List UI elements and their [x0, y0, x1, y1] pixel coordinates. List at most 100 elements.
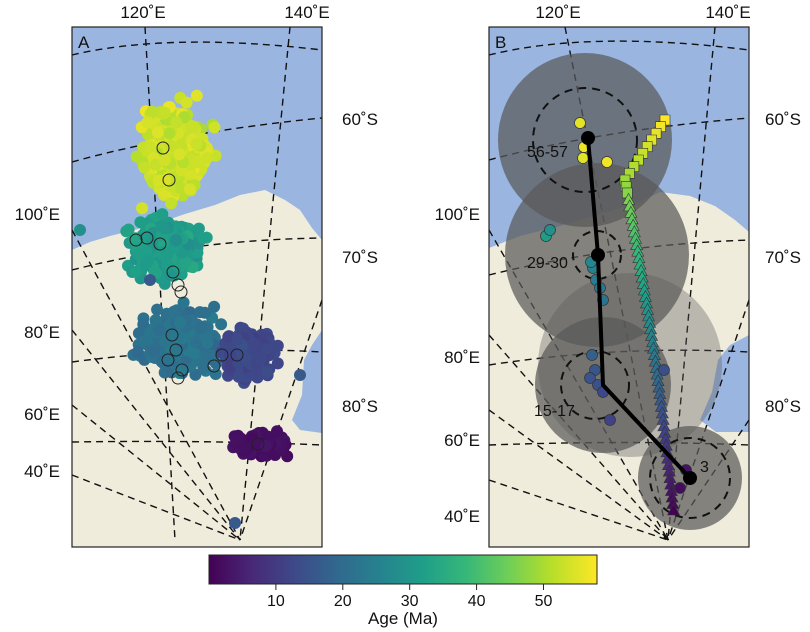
age-point — [190, 89, 203, 102]
age-point — [164, 139, 177, 152]
age-point — [191, 246, 204, 259]
age-point — [183, 183, 196, 196]
age-point — [151, 303, 164, 316]
panel-a-frame — [71, 26, 323, 548]
age-point — [147, 344, 160, 357]
a95-circle-15-17-outer — [538, 273, 722, 457]
age-point — [163, 127, 176, 140]
pole-label-29-30: 29-30 — [527, 255, 568, 272]
graticule-a — [72, 27, 322, 541]
age-point — [146, 105, 159, 118]
outlined-point — [153, 237, 167, 251]
panel-b-label: B — [495, 33, 506, 52]
age-point — [239, 440, 251, 453]
lon-label-120e-a: 120˚E — [120, 3, 165, 22]
age-point — [131, 346, 144, 358]
age-point — [140, 245, 153, 258]
age-point — [188, 347, 201, 360]
mean-pole-56-57 — [581, 131, 595, 145]
outlined-point — [169, 343, 183, 357]
outlined-point — [171, 278, 185, 292]
site-pole — [604, 414, 616, 426]
site-pole — [586, 349, 598, 361]
age-point — [170, 234, 183, 247]
colorbar-tick-label: 30 — [401, 593, 419, 610]
mean-pole-path — [586, 137, 692, 480]
age-point — [215, 318, 228, 331]
age-point — [122, 223, 135, 236]
age-point — [175, 182, 188, 195]
outlined-point — [207, 359, 221, 373]
age-point — [187, 120, 200, 133]
age-point — [165, 197, 178, 210]
age-point — [229, 517, 241, 529]
outlined-point — [162, 173, 176, 187]
dashed-circle-3 — [649, 437, 731, 519]
age-point — [190, 137, 203, 150]
age-point — [156, 208, 169, 221]
panel-a-label: A — [78, 33, 90, 52]
lon-label-100e-b: 100˚E — [435, 205, 480, 224]
age-point — [177, 296, 190, 309]
lat-label-60s-b: 60˚S — [765, 110, 801, 129]
panel-a: A 120˚E 140˚E 100˚E 80˚E 60˚E 40˚E 60˚S … — [15, 3, 378, 548]
outlined-point — [129, 233, 143, 247]
age-point — [200, 331, 213, 344]
age-point — [180, 96, 193, 109]
panel-b: 56-57 29-30 15-17 3 B 120˚E 140˚E 100˚E … — [435, 3, 801, 548]
mean-pole-29-30 — [591, 248, 605, 262]
lat-label-70s-b: 70˚S — [765, 248, 801, 267]
lon-label-40e-a: 40˚E — [24, 462, 60, 481]
pole-label-56-57: 56-57 — [527, 144, 568, 161]
lon-label-140e-b: 140˚E — [705, 3, 750, 22]
age-point — [234, 321, 247, 334]
site-pole — [584, 372, 596, 384]
site-pole — [601, 156, 613, 168]
outlined-points-a — [129, 141, 265, 451]
age-point — [74, 224, 86, 236]
age-point — [138, 334, 151, 347]
age-point — [165, 269, 178, 282]
age-point — [149, 158, 162, 171]
site-pole — [574, 117, 586, 129]
age-point — [261, 366, 274, 379]
lat-label-70s-a: 70˚S — [342, 248, 378, 267]
age-point — [158, 106, 171, 119]
age-point — [161, 246, 174, 259]
site-pole — [577, 152, 589, 164]
age-point — [144, 274, 156, 286]
lon-label-140e-a: 140˚E — [284, 3, 329, 22]
age-point — [238, 351, 251, 364]
outlined-point — [230, 348, 244, 362]
age-point — [184, 167, 197, 180]
age-point — [192, 222, 205, 235]
colorbar-tick-label: 40 — [468, 593, 486, 610]
age-point — [197, 361, 210, 374]
colorbar-tick-label: 10 — [267, 593, 285, 610]
age-point — [136, 202, 149, 215]
age-point — [152, 174, 165, 187]
outlined-point — [175, 363, 189, 377]
age-point — [161, 257, 173, 270]
lat-label-60s-a: 60˚S — [342, 110, 378, 129]
outlined-point — [156, 141, 170, 155]
pole-label-3: 3 — [700, 459, 709, 476]
age-point — [208, 121, 221, 134]
outlined-point — [174, 285, 188, 299]
lat-label-80s-a: 80˚S — [342, 397, 378, 416]
age-point — [198, 306, 211, 319]
outlined-point — [171, 371, 185, 385]
lon-label-80e-b: 80˚E — [444, 348, 480, 367]
age-point — [231, 333, 244, 346]
age-point — [196, 232, 209, 245]
outlined-point — [165, 328, 179, 342]
colorbar-ticks: 10 20 30 40 50 — [267, 584, 552, 610]
colorbar-tick-label: 50 — [535, 593, 553, 610]
colorbar-tick-label: 20 — [334, 593, 352, 610]
lon-label-120e-b: 120˚E — [535, 3, 580, 22]
age-point — [151, 126, 164, 139]
age-point — [260, 343, 273, 356]
age-point — [141, 254, 154, 267]
lon-label-40e-b: 40˚E — [444, 507, 480, 526]
